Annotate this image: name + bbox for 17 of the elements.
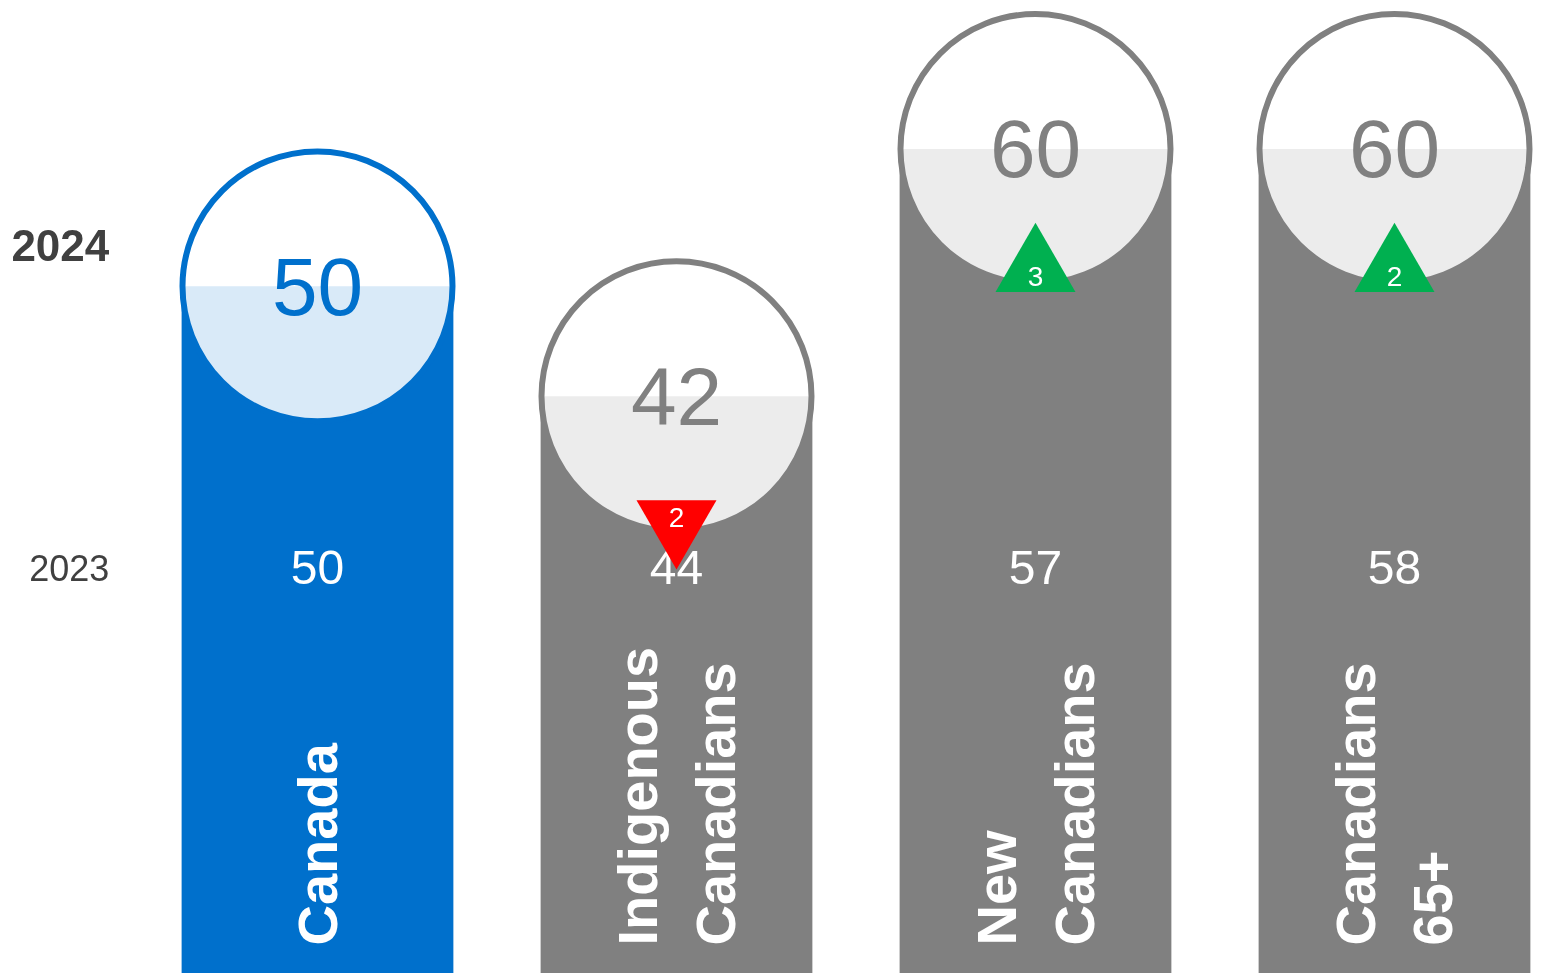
x-tick-label: Canada bbox=[286, 742, 349, 946]
annotation: 2 bbox=[668, 501, 685, 533]
annotation: 3 bbox=[1027, 261, 1044, 293]
x-tick-label: New Canadians bbox=[965, 662, 1106, 946]
annotation: 50 bbox=[290, 541, 345, 594]
annotation: 2 bbox=[1386, 261, 1403, 293]
data-label: 42 bbox=[630, 350, 723, 442]
x-tick-label: Indigenous Canadians bbox=[606, 646, 747, 946]
annotation: 2023 bbox=[29, 547, 110, 589]
x-tick-label: Canadians 65+ bbox=[1324, 662, 1465, 946]
data-label: 60 bbox=[1348, 103, 1441, 195]
annotation: 58 bbox=[1367, 541, 1422, 594]
annotation: 44 bbox=[649, 541, 704, 594]
annotation: 57 bbox=[1008, 541, 1063, 594]
data-label: 50 bbox=[271, 240, 364, 332]
data-label: 60 bbox=[989, 103, 1082, 195]
annotation: 2024 bbox=[11, 221, 110, 270]
